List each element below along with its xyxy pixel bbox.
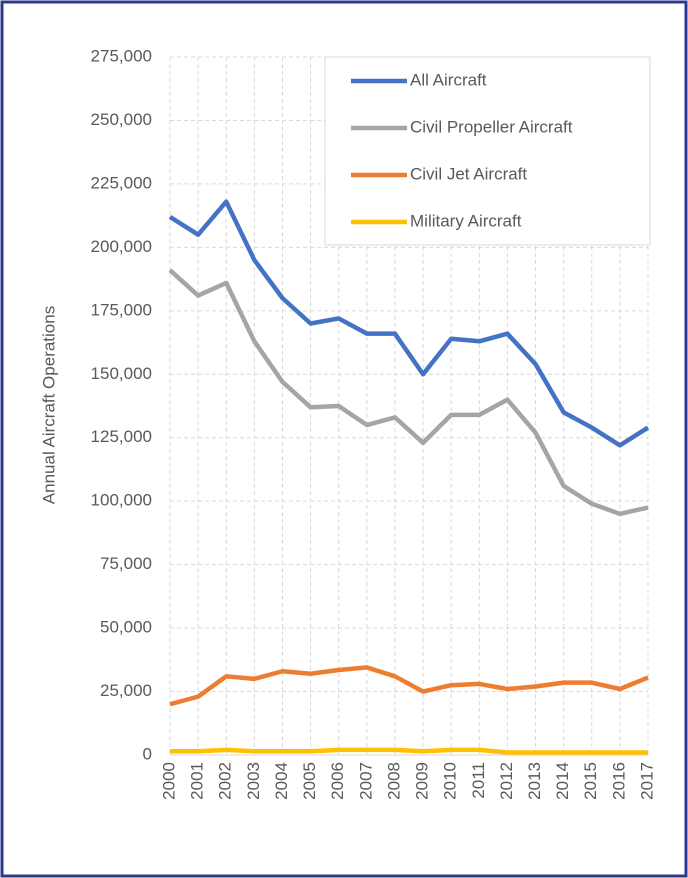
x-tick-label: 2014 xyxy=(553,762,572,800)
y-tick-label: 175,000 xyxy=(91,300,152,319)
y-tick-label: 150,000 xyxy=(91,364,152,383)
series-line xyxy=(170,747,648,755)
x-tick-label: 2004 xyxy=(272,762,291,800)
x-tick-label: 2000 xyxy=(159,762,178,800)
x-tick-label: 2001 xyxy=(188,762,207,800)
y-tick-label: 0 xyxy=(143,744,152,763)
y-tick-label: 200,000 xyxy=(91,237,152,256)
x-tick-label: 2008 xyxy=(384,762,403,800)
x-tick-label: 2010 xyxy=(441,762,460,800)
x-tick-label: 2005 xyxy=(300,762,319,800)
y-tick-label: 250,000 xyxy=(91,110,152,129)
series-line xyxy=(169,665,649,707)
x-tick-label: 2002 xyxy=(216,762,235,800)
x-tick-label: 2003 xyxy=(244,762,263,800)
y-tick-label: 225,000 xyxy=(91,173,152,192)
legend-label: Civil Propeller Aircraft xyxy=(410,117,573,136)
y-tick-label: 25,000 xyxy=(100,681,152,700)
legend-label: Military Aircraft xyxy=(410,211,522,230)
x-tick-label: 2006 xyxy=(328,762,347,800)
x-tick-label: 2016 xyxy=(609,762,628,800)
legend-label: All Aircraft xyxy=(410,70,487,89)
y-tick-label: 100,000 xyxy=(91,491,152,510)
x-tick-label: 2011 xyxy=(469,762,488,799)
y-axis-title: Annual Aircraft Operations xyxy=(39,306,58,504)
series-line xyxy=(168,199,650,448)
x-tick-label: 2009 xyxy=(413,762,432,800)
x-tick-label: 2017 xyxy=(637,762,656,800)
y-tick-label: 75,000 xyxy=(100,554,152,573)
x-tick-label: 2015 xyxy=(581,762,600,800)
x-tick-label: 2012 xyxy=(497,762,516,800)
y-tick-label: 50,000 xyxy=(100,618,152,637)
x-tick-label: 2013 xyxy=(525,762,544,800)
legend-label: Civil Jet Aircraft xyxy=(410,164,527,183)
legend-box xyxy=(324,56,651,246)
x-tick-label: 2007 xyxy=(356,762,375,800)
y-tick-label: 125,000 xyxy=(91,427,152,446)
y-tick-label: 275,000 xyxy=(91,46,152,65)
series-line xyxy=(168,268,649,517)
